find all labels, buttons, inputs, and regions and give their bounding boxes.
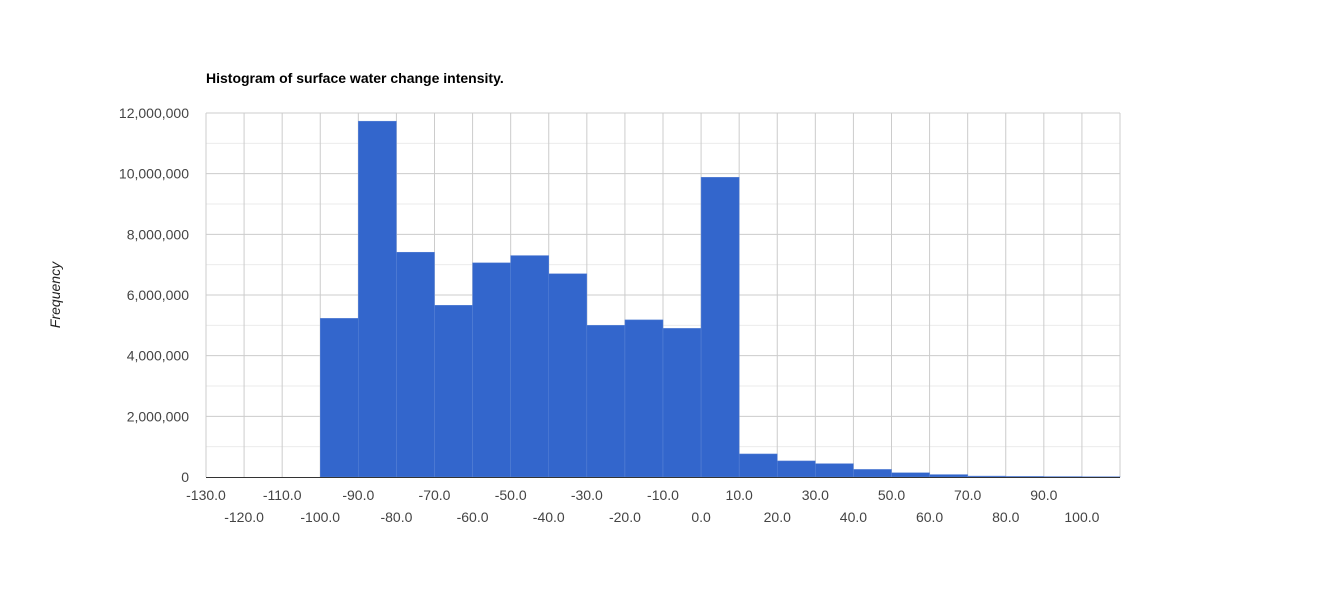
x-tick-label: -30.0 (571, 487, 603, 503)
x-tick-label: -70.0 (419, 487, 451, 503)
x-tick-labels: -130.0 -110.0 -90.0 -70.0 -50.0 -30.0 -10.0 10.… (186, 487, 1099, 525)
histogram-bar (930, 475, 968, 477)
bars-layer (320, 121, 1120, 477)
x-tick-label: 50.0 (878, 487, 905, 503)
x-tick-label: -60.0 (457, 509, 489, 525)
histogram-bar (853, 469, 891, 477)
x-tick-label: 0.0 (691, 509, 711, 525)
y-tick-label: 10,000,000 (119, 166, 189, 182)
y-tick-label: 6,000,000 (127, 287, 189, 303)
x-tick-label: 90.0 (1030, 487, 1057, 503)
histogram-bar (549, 274, 587, 477)
y-tick-label: 0 (181, 469, 189, 485)
x-tick-label: -130.0 (186, 487, 226, 503)
x-tick-label: -110.0 (263, 487, 302, 503)
histogram-bar (587, 325, 625, 477)
x-tick-label: 30.0 (802, 487, 829, 503)
y-tick-labels: 0 2,000,000 4,000,000 6,000,000 8,000,000 10,… (119, 105, 189, 485)
histogram-bar (1006, 476, 1044, 477)
x-tick-label: -100.0 (300, 509, 340, 525)
x-tick-label: 10.0 (726, 487, 753, 503)
histogram-bar (777, 461, 815, 477)
x-tick-label: -120.0 (224, 509, 264, 525)
histogram-bar (473, 263, 511, 477)
y-tick-label: 12,000,000 (119, 105, 189, 121)
x-tick-label: -20.0 (609, 509, 641, 525)
x-tick-label: -10.0 (647, 487, 679, 503)
histogram-bar (968, 476, 1006, 477)
x-tick-label: 80.0 (992, 509, 1019, 525)
histogram-bar (892, 473, 930, 477)
x-tick-label: 40.0 (840, 509, 867, 525)
x-tick-label: -40.0 (533, 509, 565, 525)
y-tick-label: 4,000,000 (127, 348, 189, 364)
y-tick-label: 8,000,000 (127, 226, 189, 242)
x-tick-label: -50.0 (495, 487, 527, 503)
chart-title: Histogram of surface water change intens… (206, 70, 504, 86)
x-tick-label: -80.0 (380, 509, 412, 525)
x-tick-label: 70.0 (954, 487, 981, 503)
histogram-bar (435, 305, 473, 477)
y-axis-title: Frequency (47, 261, 63, 328)
histogram-bar (358, 121, 396, 477)
histogram-bar (701, 177, 739, 477)
x-tick-label: 60.0 (916, 509, 943, 525)
histogram-bar (396, 252, 434, 477)
histogram-bar (511, 256, 549, 477)
histogram-bar (739, 454, 777, 477)
histogram-bar (320, 318, 358, 477)
x-tick-label: 100.0 (1064, 509, 1099, 525)
histogram-bar (663, 328, 701, 477)
histogram-bar (815, 464, 853, 477)
histogram-bar (625, 320, 663, 477)
x-tick-label: -90.0 (342, 487, 374, 503)
y-tick-label: 2,000,000 (127, 408, 189, 424)
x-tick-label: 20.0 (764, 509, 791, 525)
